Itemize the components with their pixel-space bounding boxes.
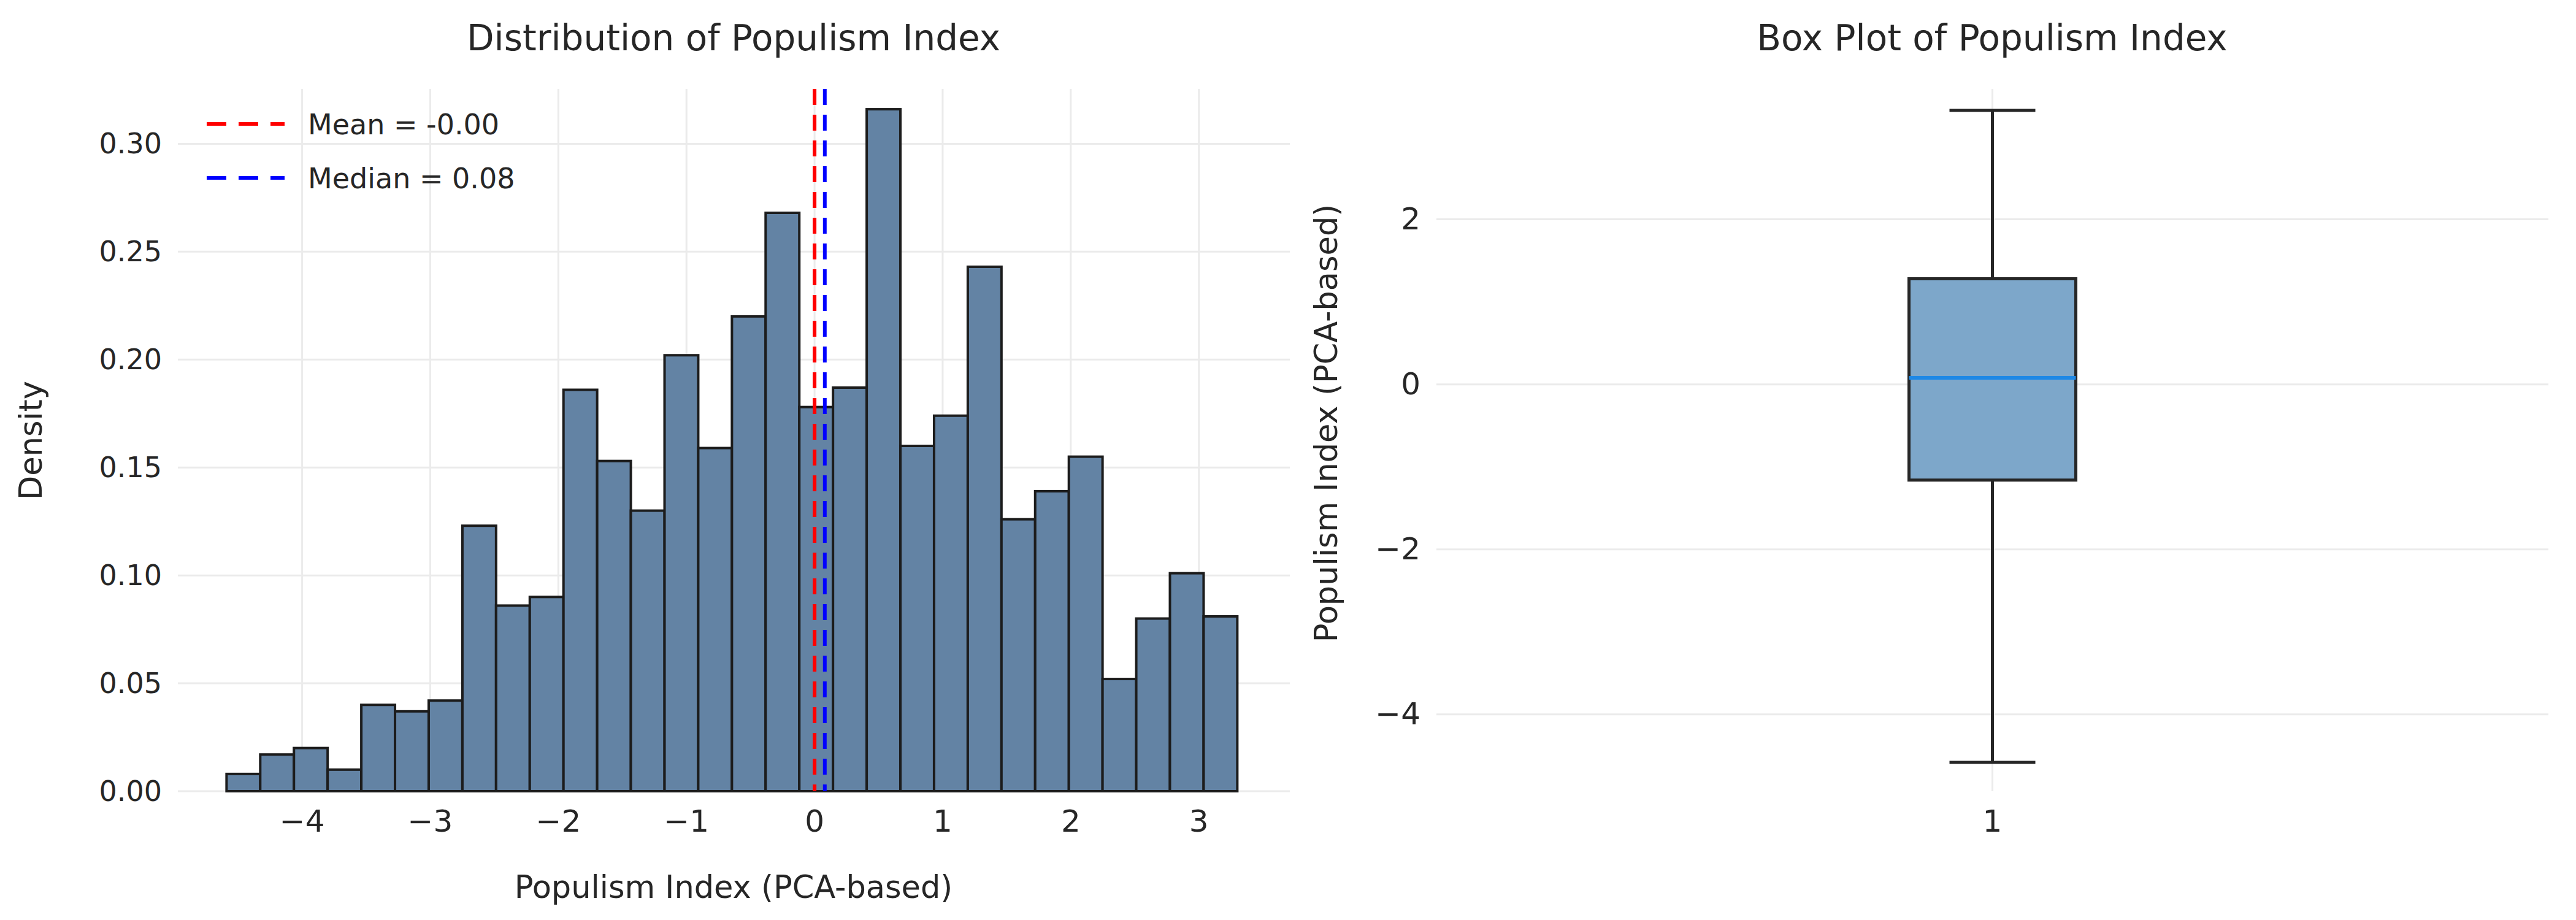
histogram-bar: [765, 213, 799, 791]
boxplot-yaxis-label: Populism Index (PCA-based): [1308, 204, 1344, 643]
histogram-bar: [395, 711, 429, 791]
histogram-bar: [361, 705, 395, 791]
histogram-bar: [968, 267, 1002, 791]
x-tick-label: −2: [535, 803, 581, 839]
histogram-bar: [429, 700, 462, 791]
histogram-bar: [1002, 519, 1035, 791]
y-tick-label: 0.15: [99, 451, 162, 484]
histogram-bars: [226, 109, 1237, 791]
y-tick-label: 0: [1401, 366, 1420, 402]
histogram-yaxis-label: Density: [13, 381, 49, 500]
histogram-bar: [530, 597, 564, 791]
histogram-bar: [1170, 573, 1203, 791]
histogram-bar: [564, 390, 597, 791]
histogram-bar: [226, 774, 260, 791]
histogram-bar: [900, 446, 934, 791]
y-tick-label: 0.25: [99, 235, 162, 268]
histogram-bar: [867, 109, 900, 791]
y-tick-label: 0.20: [99, 343, 162, 376]
y-tick-label: 0.30: [99, 127, 162, 160]
x-tick-label: −4: [280, 803, 325, 839]
y-tick-label: 0.05: [99, 667, 162, 700]
histogram-bar: [1103, 679, 1137, 791]
histogram-bar: [260, 754, 294, 791]
histogram-bar: [328, 770, 361, 791]
histogram-title: Distribution of Populism Index: [467, 17, 1000, 59]
histogram-bar: [1137, 619, 1170, 791]
histogram-bar: [597, 461, 631, 791]
y-tick-label: 2: [1401, 201, 1420, 237]
x-tick-label: 3: [1189, 803, 1209, 839]
histogram-bar: [294, 748, 328, 791]
legend-mean-label: Mean = -0.00: [308, 108, 499, 141]
x-tick-label: 0: [805, 803, 824, 839]
y-tick-label: 0.10: [99, 559, 162, 592]
legend: Mean = -0.00 Median = 0.08: [207, 108, 515, 195]
histogram-bar: [833, 388, 867, 791]
histogram-bar: [934, 416, 968, 791]
legend-median-label: Median = 0.08: [308, 162, 515, 195]
x-tick-label: 1: [1983, 803, 2003, 839]
histogram-bar: [496, 605, 530, 791]
x-tick-label: −1: [664, 803, 709, 839]
histogram-bar: [1035, 491, 1069, 791]
figure: 0.00 0.05 0.10 0.15 0.20 0.25 0.30 −4 −3 −2 −1 0 1 2 3…: [0, 0, 2576, 920]
histogram-bar: [1203, 616, 1237, 791]
histogram-bar: [665, 355, 699, 791]
histogram-xaxis-label: Populism Index (PCA-based): [515, 869, 953, 905]
x-tick-label: 1: [933, 803, 953, 839]
histogram-bar: [462, 526, 496, 791]
histogram-bar: [1069, 457, 1103, 791]
histogram-bar: [732, 316, 765, 791]
two-panel-chart: 0.00 0.05 0.10 0.15 0.20 0.25 0.30 −4 −3 −2 −1 0 1 2 3…: [0, 0, 2576, 920]
y-tick-label: −2: [1375, 531, 1420, 567]
histogram-bar: [698, 448, 732, 791]
histogram-bar: [631, 511, 665, 791]
x-tick-label: −3: [408, 803, 453, 839]
y-tick-label: 0.00: [99, 775, 162, 808]
boxplot-elements: [1909, 110, 2076, 762]
boxplot-title: Box Plot of Populism Index: [1757, 17, 2227, 59]
y-tick-label: −4: [1375, 696, 1420, 732]
x-tick-label: 2: [1061, 803, 1081, 839]
